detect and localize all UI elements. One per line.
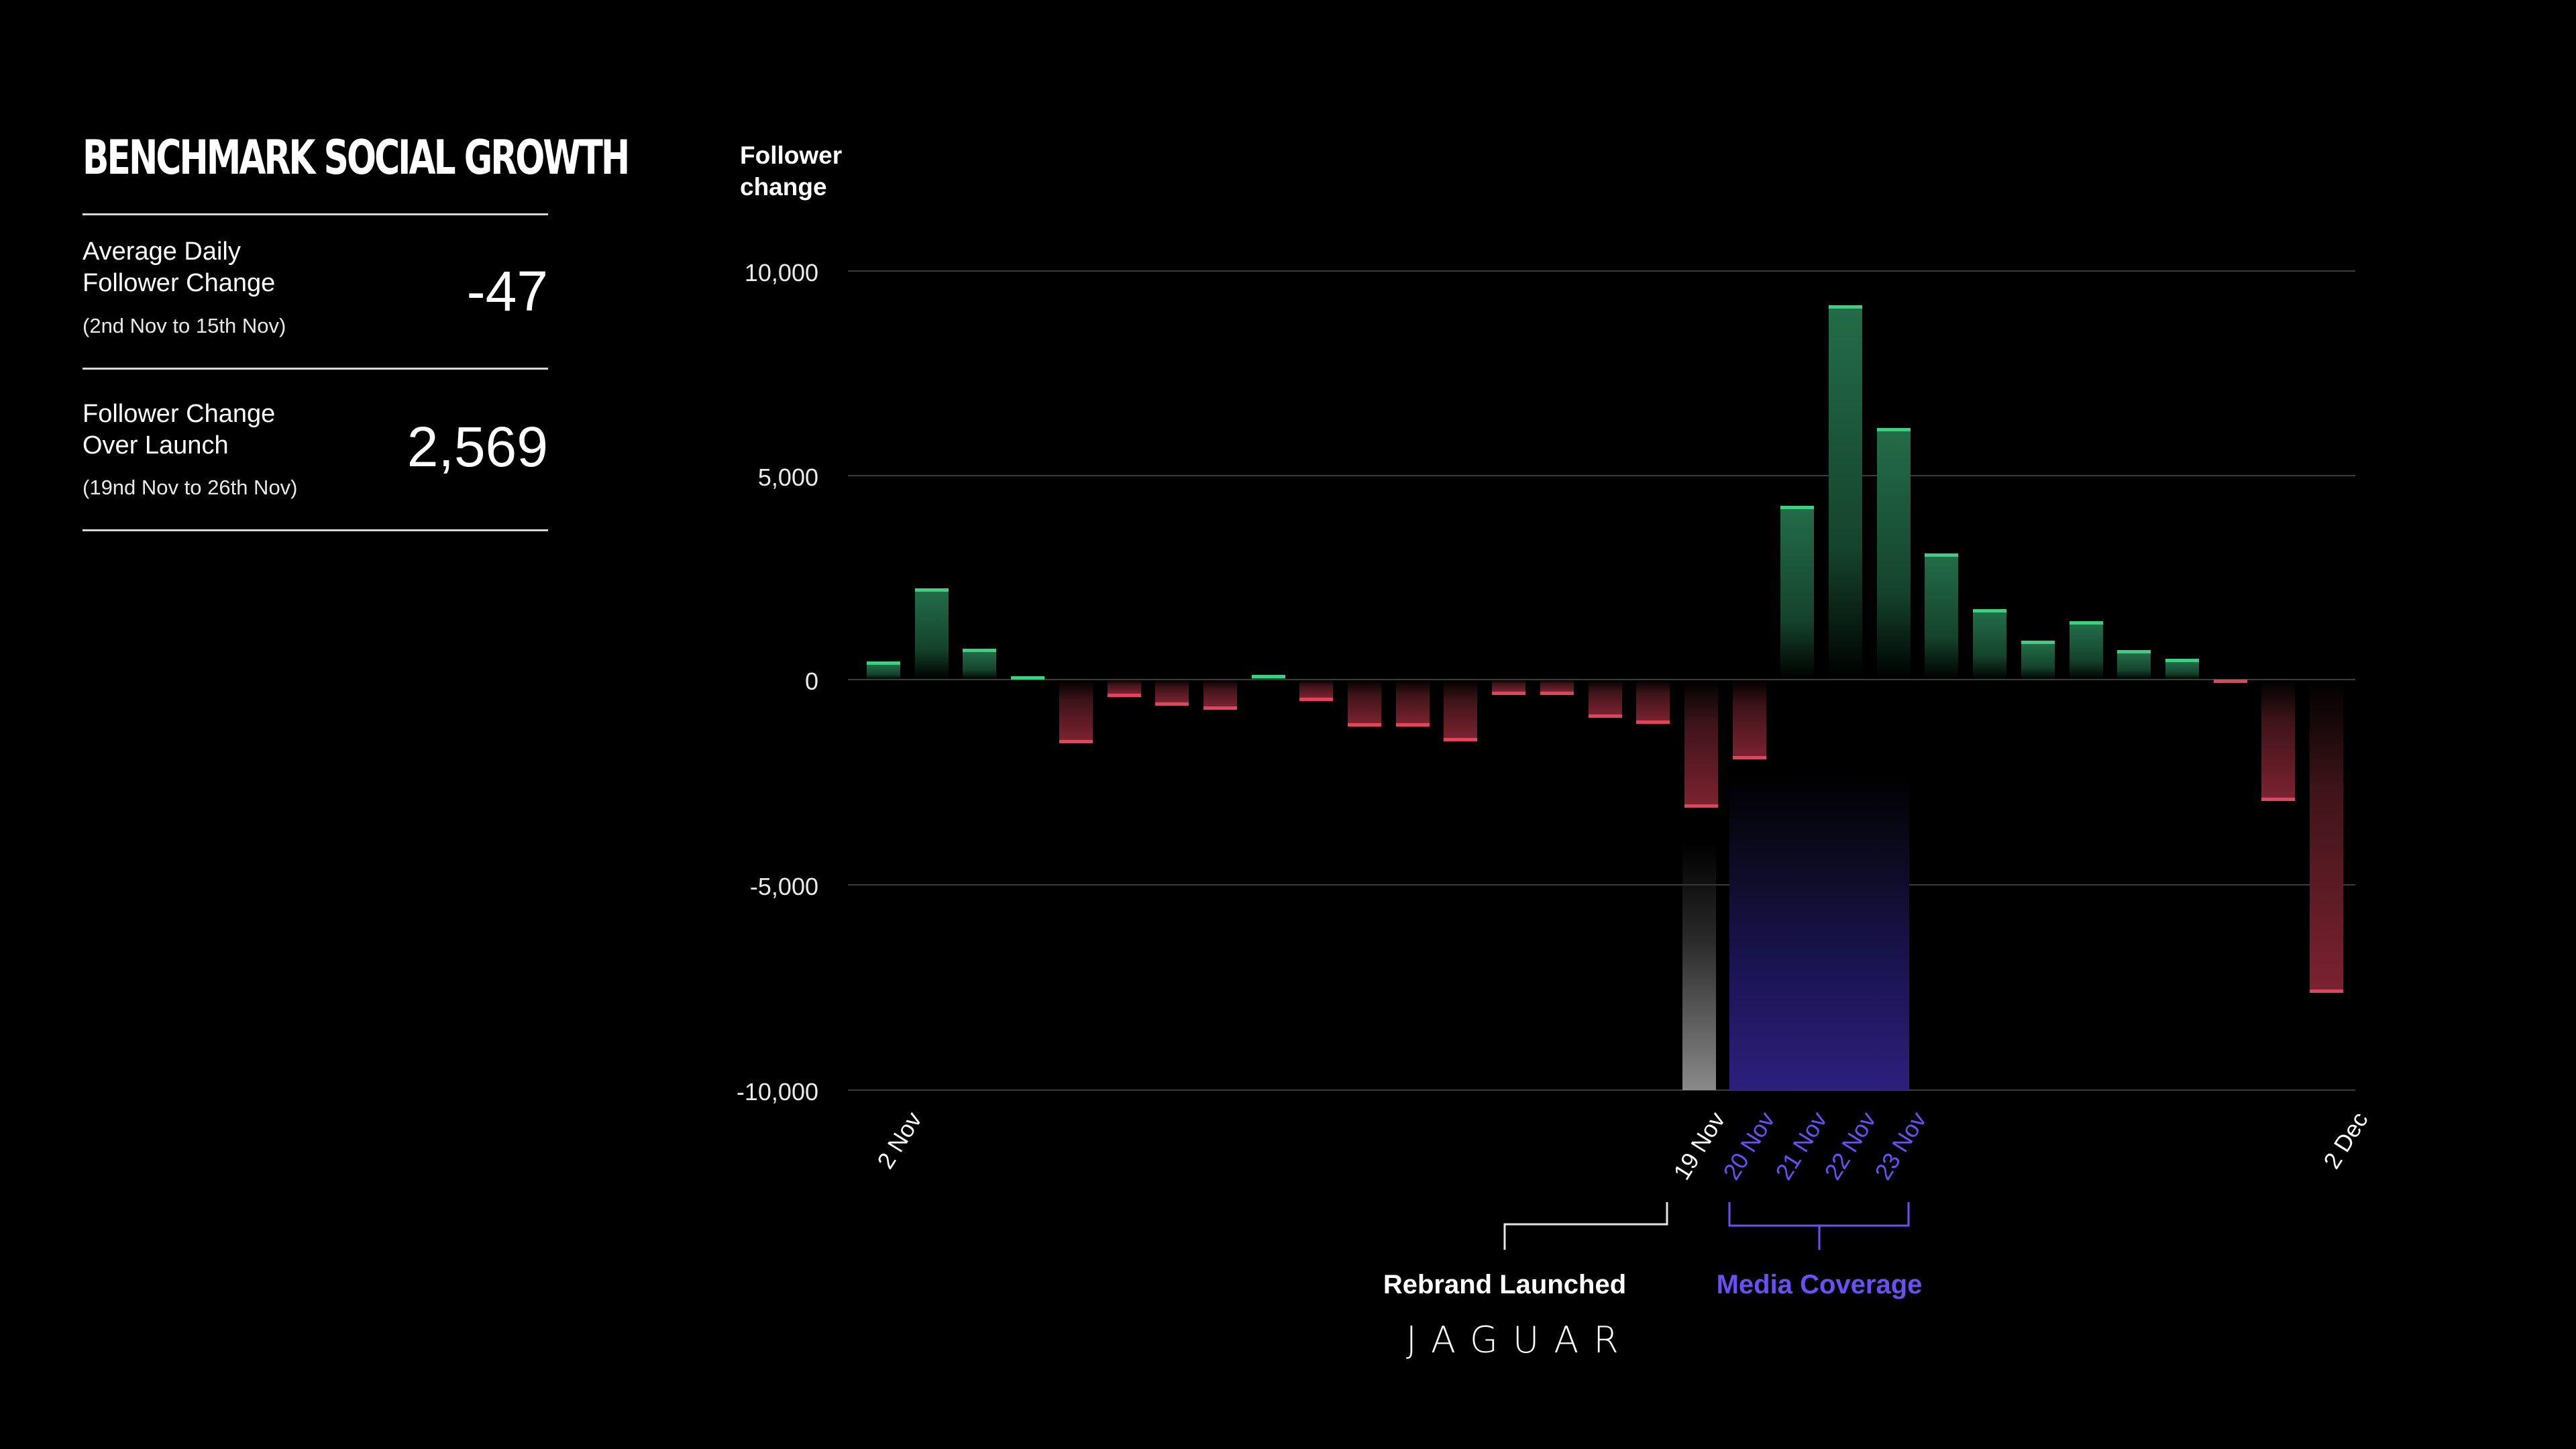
bar-9-nov xyxy=(1203,680,1237,710)
bar-4-nov xyxy=(963,649,997,680)
divider xyxy=(83,213,548,215)
bar-24-nov xyxy=(1925,553,1959,680)
y-tick-label: -5,000 xyxy=(749,873,818,900)
rebrand-annotation: Rebrand Launched xyxy=(1383,1270,1627,1299)
bar-25-nov xyxy=(1973,609,2007,680)
bar-26-nov xyxy=(2021,641,2055,680)
stat-launch-change-label: Follower Change Over Launch xyxy=(83,398,275,462)
divider xyxy=(83,529,548,531)
rebrand-highlight-column xyxy=(1682,843,1716,1090)
bar-18-nov xyxy=(1636,680,1670,724)
page-title: BENCHMARK SOCIAL GROWTH xyxy=(83,130,630,185)
bar-7-nov xyxy=(1107,680,1141,697)
stat-label-line: Over Launch xyxy=(83,431,229,460)
bar-8-nov xyxy=(1155,680,1189,706)
bar-28-nov xyxy=(2117,650,2151,680)
gridline xyxy=(848,475,2355,476)
rebrand-bracket xyxy=(1503,1202,1668,1250)
media-coverage-highlight-band xyxy=(1729,774,1909,1090)
bar-21-nov xyxy=(1780,505,1815,680)
gridline xyxy=(848,1089,2355,1091)
stat-launch-change-value: 2,569 xyxy=(407,415,548,478)
stat-avg-daily-label: Average Daily Follower Change xyxy=(83,236,275,299)
stat-launch-change-note: (19nd Nov to 26th Nov) xyxy=(83,476,298,499)
bar-16-nov xyxy=(1540,680,1574,695)
bar-14-nov xyxy=(1444,680,1478,742)
bar-1-dec xyxy=(2261,680,2296,802)
bar-20-nov xyxy=(1732,680,1766,759)
media-coverage-annotation: Media Coverage xyxy=(1716,1270,1923,1299)
stat-avg-daily-note: (2nd Nov to 15th Nov) xyxy=(83,314,286,337)
bar-3-nov xyxy=(914,588,949,680)
stat-avg-daily-value: -47 xyxy=(466,260,548,323)
stat-label-line: Follower Change xyxy=(83,269,276,297)
y-tick-label: 0 xyxy=(804,667,818,695)
y-tick-label: 5,000 xyxy=(757,464,818,491)
bar-12-nov xyxy=(1348,680,1381,727)
divider xyxy=(83,368,548,370)
bar-15-nov xyxy=(1492,680,1526,695)
bar-13-nov xyxy=(1395,680,1430,727)
y-axis-title-line: change xyxy=(740,173,827,201)
bar-2-dec xyxy=(2310,680,2343,994)
bar-6-nov xyxy=(1059,680,1093,744)
gridline xyxy=(848,270,2355,272)
y-axis-title: Follower change xyxy=(740,140,842,203)
bar-17-nov xyxy=(1588,680,1622,718)
bar-2-nov xyxy=(867,661,900,680)
stat-label-line: Follower Change xyxy=(83,400,276,428)
bar-5-nov xyxy=(1011,676,1045,680)
bar-30-nov xyxy=(2213,680,2247,683)
stat-label-line: Average Daily xyxy=(83,237,241,266)
bar-19-nov xyxy=(1684,680,1718,808)
media-bracket xyxy=(1728,1202,1910,1227)
bar-23-nov xyxy=(1876,427,1911,680)
y-axis-title-line: Follower xyxy=(740,142,843,169)
bar-10-nov xyxy=(1251,675,1285,680)
y-tick-label: 10,000 xyxy=(744,259,818,286)
bar-29-nov xyxy=(2165,658,2199,680)
jaguar-logo: JAGUAR xyxy=(1406,1319,1633,1361)
gridline xyxy=(848,884,2355,885)
bar-11-nov xyxy=(1299,680,1334,701)
y-tick-label: -10,000 xyxy=(736,1078,818,1106)
bar-27-nov xyxy=(2069,621,2103,680)
bar-22-nov xyxy=(1829,305,1862,680)
